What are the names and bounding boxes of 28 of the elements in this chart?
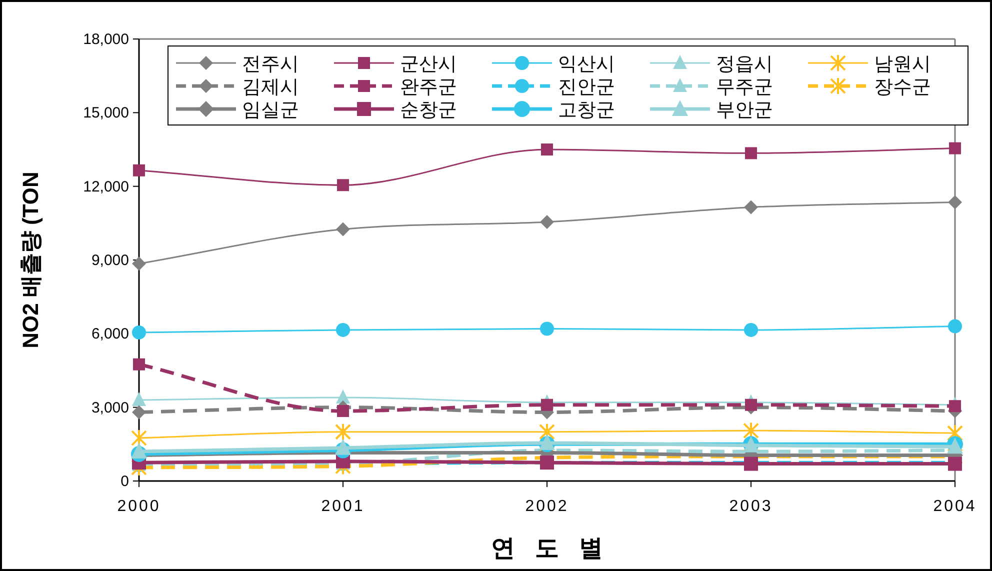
- x-tick-label: 2003: [729, 498, 773, 515]
- x-axis-title: 연 도 별: [490, 535, 604, 562]
- y-tick-label: 0: [120, 473, 129, 490]
- y-tick-label: 3,000: [91, 399, 129, 416]
- legend-label: 정읍시: [716, 54, 773, 75]
- legend-label: 완주군: [400, 77, 457, 98]
- legend-label: 고창군: [558, 100, 615, 121]
- y-tick-label: 15,000: [83, 104, 129, 122]
- legend-label: 무주군: [716, 77, 773, 98]
- x-tick-label: 2000: [117, 498, 161, 515]
- x-tick-label: 2004: [933, 498, 977, 515]
- legend-label: 부안군: [716, 100, 773, 121]
- x-tick-label: 2001: [321, 498, 365, 515]
- x-tick-label: 2002: [525, 498, 569, 515]
- legend-label: 임실군: [242, 100, 299, 121]
- y-tick-label: 18,000: [83, 31, 129, 48]
- legend-label: 김제시: [242, 77, 299, 98]
- y-tick-label: 6,000: [91, 326, 129, 343]
- legend-label: 장수군: [874, 77, 931, 98]
- y-axis-title: NO2 배출량 (TON: [18, 172, 43, 348]
- legend-label: 익산시: [558, 54, 615, 75]
- legend-label: 순창군: [400, 100, 457, 121]
- legend-label: 전주시: [242, 54, 299, 75]
- legend-label: 진안군: [558, 77, 615, 98]
- y-tick-label: 9,000: [91, 252, 129, 269]
- legend-label: 남원시: [874, 54, 931, 75]
- legend-label: 군산시: [400, 54, 457, 75]
- y-tick-label: 12,000: [83, 178, 129, 196]
